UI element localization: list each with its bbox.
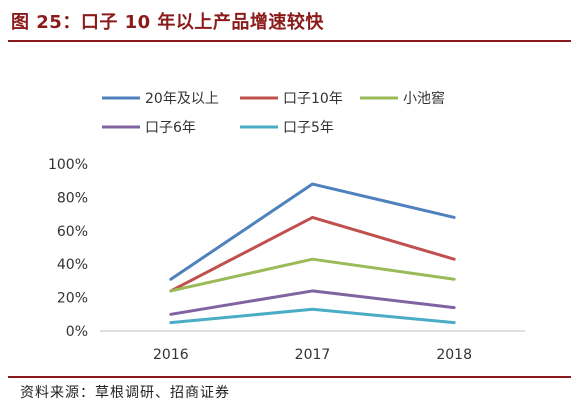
series-line: [169, 289, 456, 316]
title-divider: [8, 40, 571, 42]
source-divider: [8, 376, 571, 378]
x-tick-label: 2018: [436, 347, 472, 363]
y-tick-label: 40%: [57, 257, 88, 273]
y-tick-label: 60%: [57, 224, 88, 240]
legend-label: 口子5年: [283, 120, 334, 136]
legend-label: 口子10年: [283, 91, 343, 107]
series-line: [169, 307, 456, 325]
source-note: 资料来源：草根调研、招商证券: [20, 385, 230, 401]
x-tick-label: 2017: [295, 347, 331, 363]
y-tick-label: 20%: [57, 291, 88, 307]
figure-title: 图 25：口子 10 年以上产品增速较快: [11, 12, 324, 33]
x-axis: 2016 2017 2018: [100, 330, 525, 363]
y-tick-label: 80%: [57, 190, 88, 206]
plot-series: [169, 182, 456, 325]
series-line: [169, 215, 456, 293]
y-axis: 0% 20% 40% 60% 80% 100%: [48, 157, 88, 340]
series-line: [169, 182, 456, 281]
legend-label: 20年及以上: [145, 91, 219, 107]
series-line: [169, 257, 456, 293]
y-tick-label: 0%: [66, 324, 88, 340]
y-tick-label: 100%: [48, 157, 88, 173]
legend-label: 口子6年: [145, 120, 196, 136]
legend-label: 小池窖: [403, 90, 445, 107]
x-tick-label: 2016: [153, 347, 189, 363]
